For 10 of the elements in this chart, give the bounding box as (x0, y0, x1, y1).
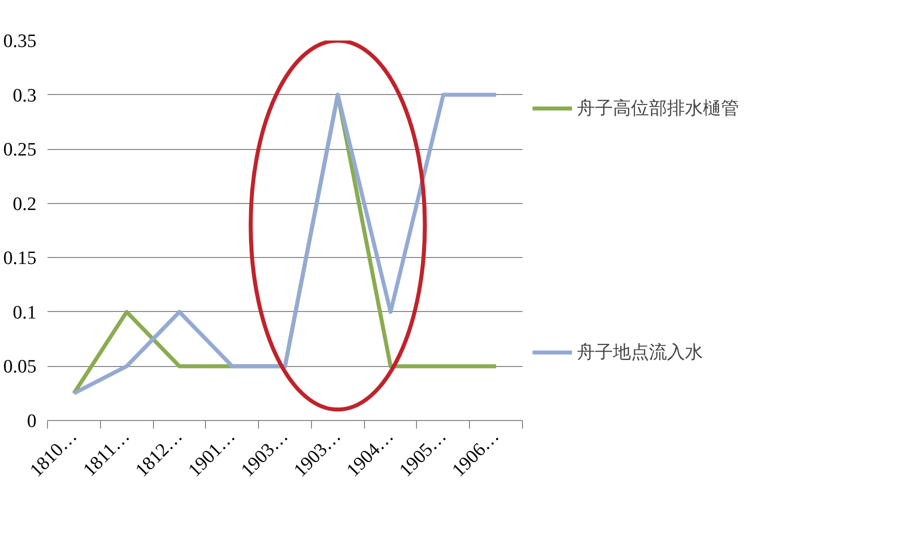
y-tick-label: 0.25 (3, 140, 36, 161)
y-tick-label: 0.35 (3, 31, 36, 52)
y-tick-label: 0.05 (3, 356, 36, 378)
y-tick-label: 0.1 (12, 302, 36, 324)
legend-label: 舟子地点流入水 (577, 341, 703, 364)
y-tick-label: 0.2 (12, 194, 36, 215)
y-tick-label: 0.15 (3, 248, 36, 270)
y-tick-label: 0.3 (12, 85, 36, 106)
y-tick-label: 0 (27, 411, 36, 432)
legend-label: 舟子高位部排水樋管 (577, 97, 739, 120)
